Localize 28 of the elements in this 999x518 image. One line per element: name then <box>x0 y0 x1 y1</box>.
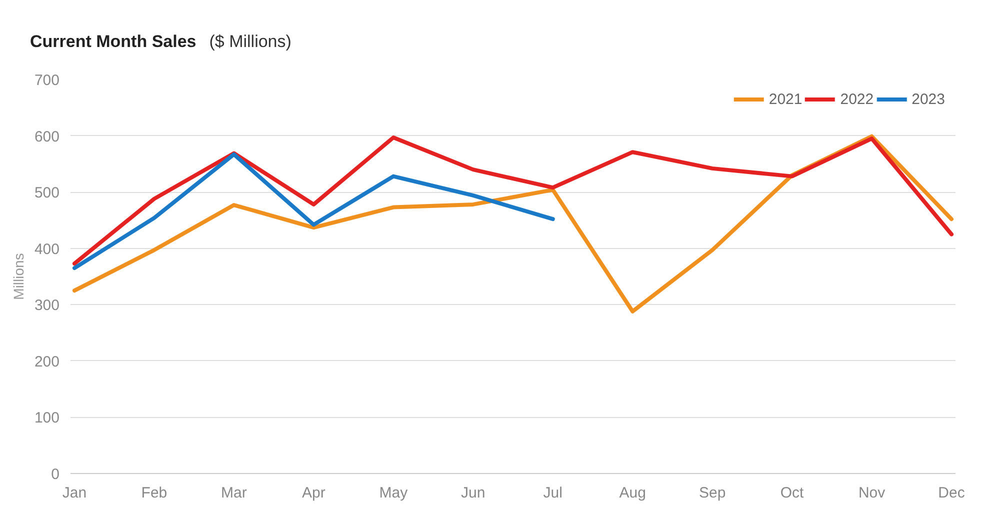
y-tick-label: 300 <box>34 297 60 314</box>
y-tick-label: 500 <box>34 184 60 202</box>
chart-title: Current Month Sales <box>30 31 196 53</box>
x-tick-label: Feb <box>141 484 168 502</box>
x-tick-label: Aug <box>619 484 646 502</box>
y-tick-label: 100 <box>34 410 60 427</box>
x-tick-label: May <box>379 484 408 502</box>
legend-label: 2023 <box>912 90 945 108</box>
x-tick-label: Mar <box>221 484 247 502</box>
y-tick-label: 600 <box>34 128 60 146</box>
x-tick-label: Jan <box>62 484 87 502</box>
x-tick-label: Jul <box>543 484 562 502</box>
chart-subtitle: ($ Millions) <box>209 31 292 53</box>
y-tick-label: 700 <box>34 72 60 90</box>
x-tick-label: Sep <box>698 484 726 502</box>
line-series <box>72 136 954 266</box>
x-tick-label: Oct <box>780 484 805 502</box>
legend-label: 2021 <box>768 90 802 108</box>
x-tick-label: Apr <box>302 484 326 502</box>
legend-label: 2022 <box>840 90 874 108</box>
y-axis-title: Millions <box>10 253 26 300</box>
x-tick-label: Dec <box>938 484 966 502</box>
y-tick-label: 200 <box>34 354 60 371</box>
x-tick-label: Nov <box>858 484 886 502</box>
line-series <box>72 152 555 270</box>
x-tick-label: Jun <box>461 484 486 502</box>
y-tick-label: 0 <box>51 466 60 484</box>
y-tick-label: 400 <box>34 241 60 258</box>
